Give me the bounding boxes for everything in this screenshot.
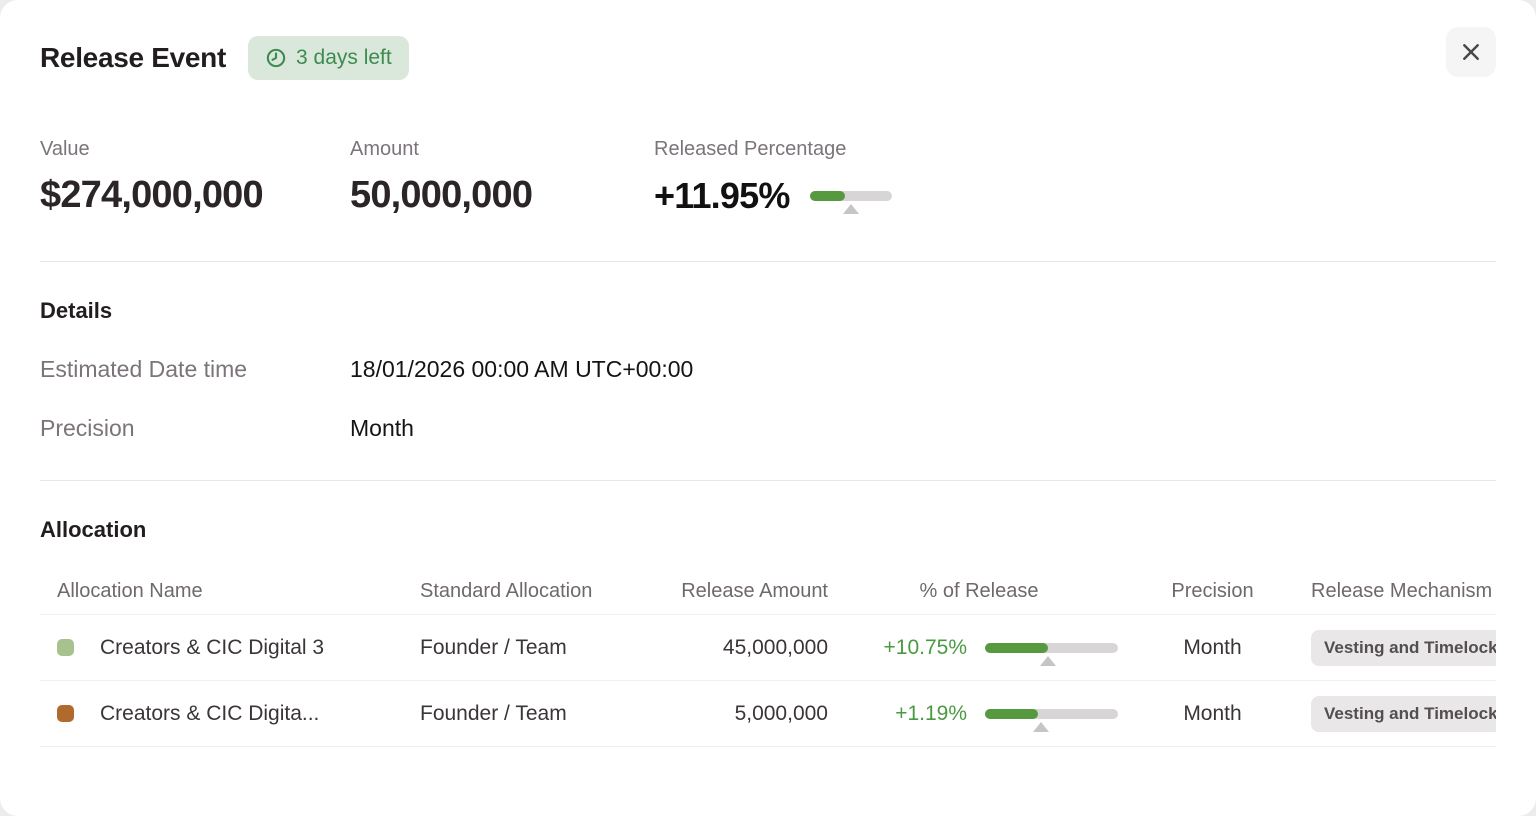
release-mechanism-badge: Vesting and Timelock	[1311, 695, 1496, 732]
estimated-date-value: 18/01/2026 00:00 AM UTC+00:00	[350, 356, 694, 382]
countdown-badge: 3 days left	[248, 36, 409, 80]
row-precision: Month	[1183, 635, 1242, 659]
release-mechanism-badge: Vesting and Timelock	[1311, 629, 1496, 666]
percent-of-release: +10.75%	[883, 635, 968, 659]
divider	[40, 480, 1496, 481]
allocation-table: Allocation Name Standard Allocation Rele…	[40, 569, 1496, 747]
release-progress-marker-icon	[1039, 655, 1056, 666]
release-amount: 5,000,000	[734, 701, 828, 725]
stats-row: Value $274,000,000 Amount 50,000,000 Rel…	[40, 138, 1496, 217]
stat-amount: Amount 50,000,000	[350, 138, 654, 217]
allocation-heading: Allocation	[40, 517, 147, 542]
divider	[40, 261, 1496, 262]
released-progress-fill	[809, 191, 845, 201]
allocation-name: Creators & CIC Digita...	[100, 701, 320, 725]
stat-value-amount: $274,000,000	[40, 174, 264, 216]
column-header-allocation-name: Allocation Name	[57, 580, 203, 602]
close-button[interactable]	[1446, 27, 1496, 77]
column-header-release-amount: Release Amount	[681, 580, 828, 602]
release-progress-marker-icon	[1032, 721, 1049, 732]
precision-label: Precision	[40, 415, 135, 441]
released-percentage-value: +11.95%	[654, 175, 790, 216]
details-heading: Details	[40, 298, 113, 323]
row-precision: Month	[1183, 701, 1242, 725]
stat-amount-value: 50,000,000	[350, 174, 533, 216]
release-progress-bar	[985, 642, 1118, 666]
page-title: Release Event	[40, 42, 226, 73]
table-row[interactable]: Creators & CIC Digita... Founder / Team …	[40, 681, 1496, 747]
close-icon	[1460, 41, 1482, 63]
release-amount: 45,000,000	[722, 635, 828, 659]
detail-row-estimated-date: Estimated Date time 18/01/2026 00:00 AM …	[40, 356, 1496, 383]
standard-allocation: Founder / Team	[420, 635, 567, 659]
column-header-precision: Precision	[1171, 580, 1254, 602]
column-header-standard-allocation: Standard Allocation	[420, 580, 593, 602]
stat-value-label: Value	[40, 138, 90, 160]
percent-of-release: +1.19%	[895, 701, 967, 725]
release-progress-fill	[985, 708, 1039, 719]
allocation-color-swatch	[57, 705, 74, 722]
estimated-date-label: Estimated Date time	[40, 356, 248, 382]
stat-amount-label: Amount	[350, 138, 419, 160]
column-header-percent-of-release: % of Release	[919, 580, 1039, 602]
stat-released-percentage: Released Percentage +11.95%	[654, 138, 892, 217]
standard-allocation: Founder / Team	[420, 701, 567, 725]
column-header-release-mechanism: Release Mechanism	[1311, 580, 1493, 602]
countdown-badge-label: 3 days left	[296, 46, 392, 69]
allocation-table-header: Allocation Name Standard Allocation Rele…	[40, 569, 1496, 615]
released-progress-bar	[809, 191, 892, 214]
allocation-name: Creators & CIC Digital 3	[100, 635, 325, 659]
released-progress-marker-icon	[842, 204, 859, 214]
table-row[interactable]: Creators & CIC Digital 3 Founder / Team …	[40, 615, 1496, 681]
release-progress-fill	[985, 642, 1048, 653]
stat-released-label: Released Percentage	[654, 138, 847, 160]
detail-row-precision: Precision Month	[40, 415, 1496, 442]
allocation-color-swatch	[57, 639, 74, 656]
clock-icon	[265, 47, 287, 69]
modal-header: Release Event 3 days left	[40, 27, 1496, 80]
stat-value: Value $274,000,000	[40, 138, 350, 217]
release-progress-bar	[985, 708, 1118, 732]
precision-value: Month	[350, 415, 414, 441]
